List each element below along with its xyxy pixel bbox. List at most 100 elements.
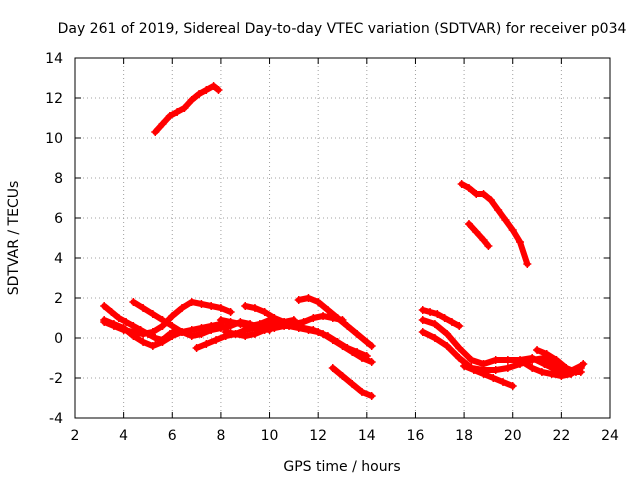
data-point [319,330,328,338]
data-point [552,356,561,364]
data-point [430,320,439,328]
data-point [323,306,332,314]
data-point [304,294,313,302]
data-point [528,356,537,364]
data-point [503,364,512,372]
data-point [221,328,230,336]
series-arc-4 [100,316,225,350]
y-tick-label: 14 [45,51,63,67]
data-point [319,312,328,320]
data-point [165,112,174,120]
data-point [533,346,542,354]
data-point [440,314,449,322]
data-point [195,90,204,98]
data-point [241,332,250,340]
data-point [542,350,551,358]
data-point [460,362,469,370]
data-point [192,344,201,352]
data-point [100,302,109,310]
data-point [168,332,177,340]
data-point [187,332,196,340]
data-point [216,304,225,312]
data-point [139,304,148,312]
data-point [209,82,218,90]
series-line [222,323,375,365]
x-tick-label: 12 [309,428,327,444]
data-point [464,184,473,192]
data-point [418,328,427,336]
data-point [139,330,148,338]
x-tick-label: 18 [455,428,473,444]
data-point [280,318,289,326]
data-point [173,108,182,116]
data-point [472,190,481,198]
data-point [158,316,167,324]
data-point [353,330,362,338]
data-point [202,340,211,348]
data-point [158,338,167,346]
data-point [216,324,225,332]
data-point [455,344,464,352]
x-tick-label: 10 [261,428,279,444]
data-point [309,326,318,334]
plot-frame [74,57,611,419]
series-arc-14 [418,328,585,376]
y-tick-label: -4 [49,411,63,427]
data-point [499,378,507,386]
data-point [367,392,376,400]
series-arc-17 [533,346,588,376]
data-point [494,206,503,214]
data-point [579,360,588,368]
data-point [523,260,532,268]
data-point [491,366,500,374]
data-point [571,368,580,376]
data-point [180,104,189,112]
y-tick-label: 4 [54,251,63,267]
data-point [418,316,427,324]
data-point [109,320,118,328]
data-point [464,220,473,228]
data-point [202,86,211,94]
y-tick-label: 0 [54,331,63,347]
data-point [114,314,123,322]
data-point [479,190,488,198]
data-point [212,336,221,344]
data-point [418,306,427,314]
y-tick-label: 10 [45,131,63,147]
data-point [309,314,318,322]
x-tick-label: 24 [601,428,619,444]
data-point [107,308,116,316]
data-point [516,238,525,246]
data-point [151,128,160,136]
data-point [501,216,510,224]
data-point [250,330,259,338]
data-point [197,300,206,308]
x-tick-label: 22 [552,428,570,444]
series-line [419,317,584,375]
series-arc-11 [328,364,376,400]
data-point [472,228,481,236]
series-arc-15 [460,362,517,390]
x-tick-label: 8 [216,428,225,444]
data-point [260,326,269,334]
data-point [328,336,337,344]
data-point [178,328,186,336]
data-point [151,334,160,342]
data-point [426,308,435,316]
data-point [139,338,148,346]
series-arc-8 [221,322,376,366]
x-tick-label: 14 [358,428,376,444]
data-point [333,314,342,322]
data-point [260,308,269,316]
data-point [148,328,157,336]
series-line [419,329,584,375]
data-point [479,236,488,244]
data-point [367,342,376,350]
series-arc-18 [457,180,532,268]
data-point [255,320,264,328]
data-point [357,354,366,362]
data-point [537,368,546,376]
data-point [328,364,337,372]
